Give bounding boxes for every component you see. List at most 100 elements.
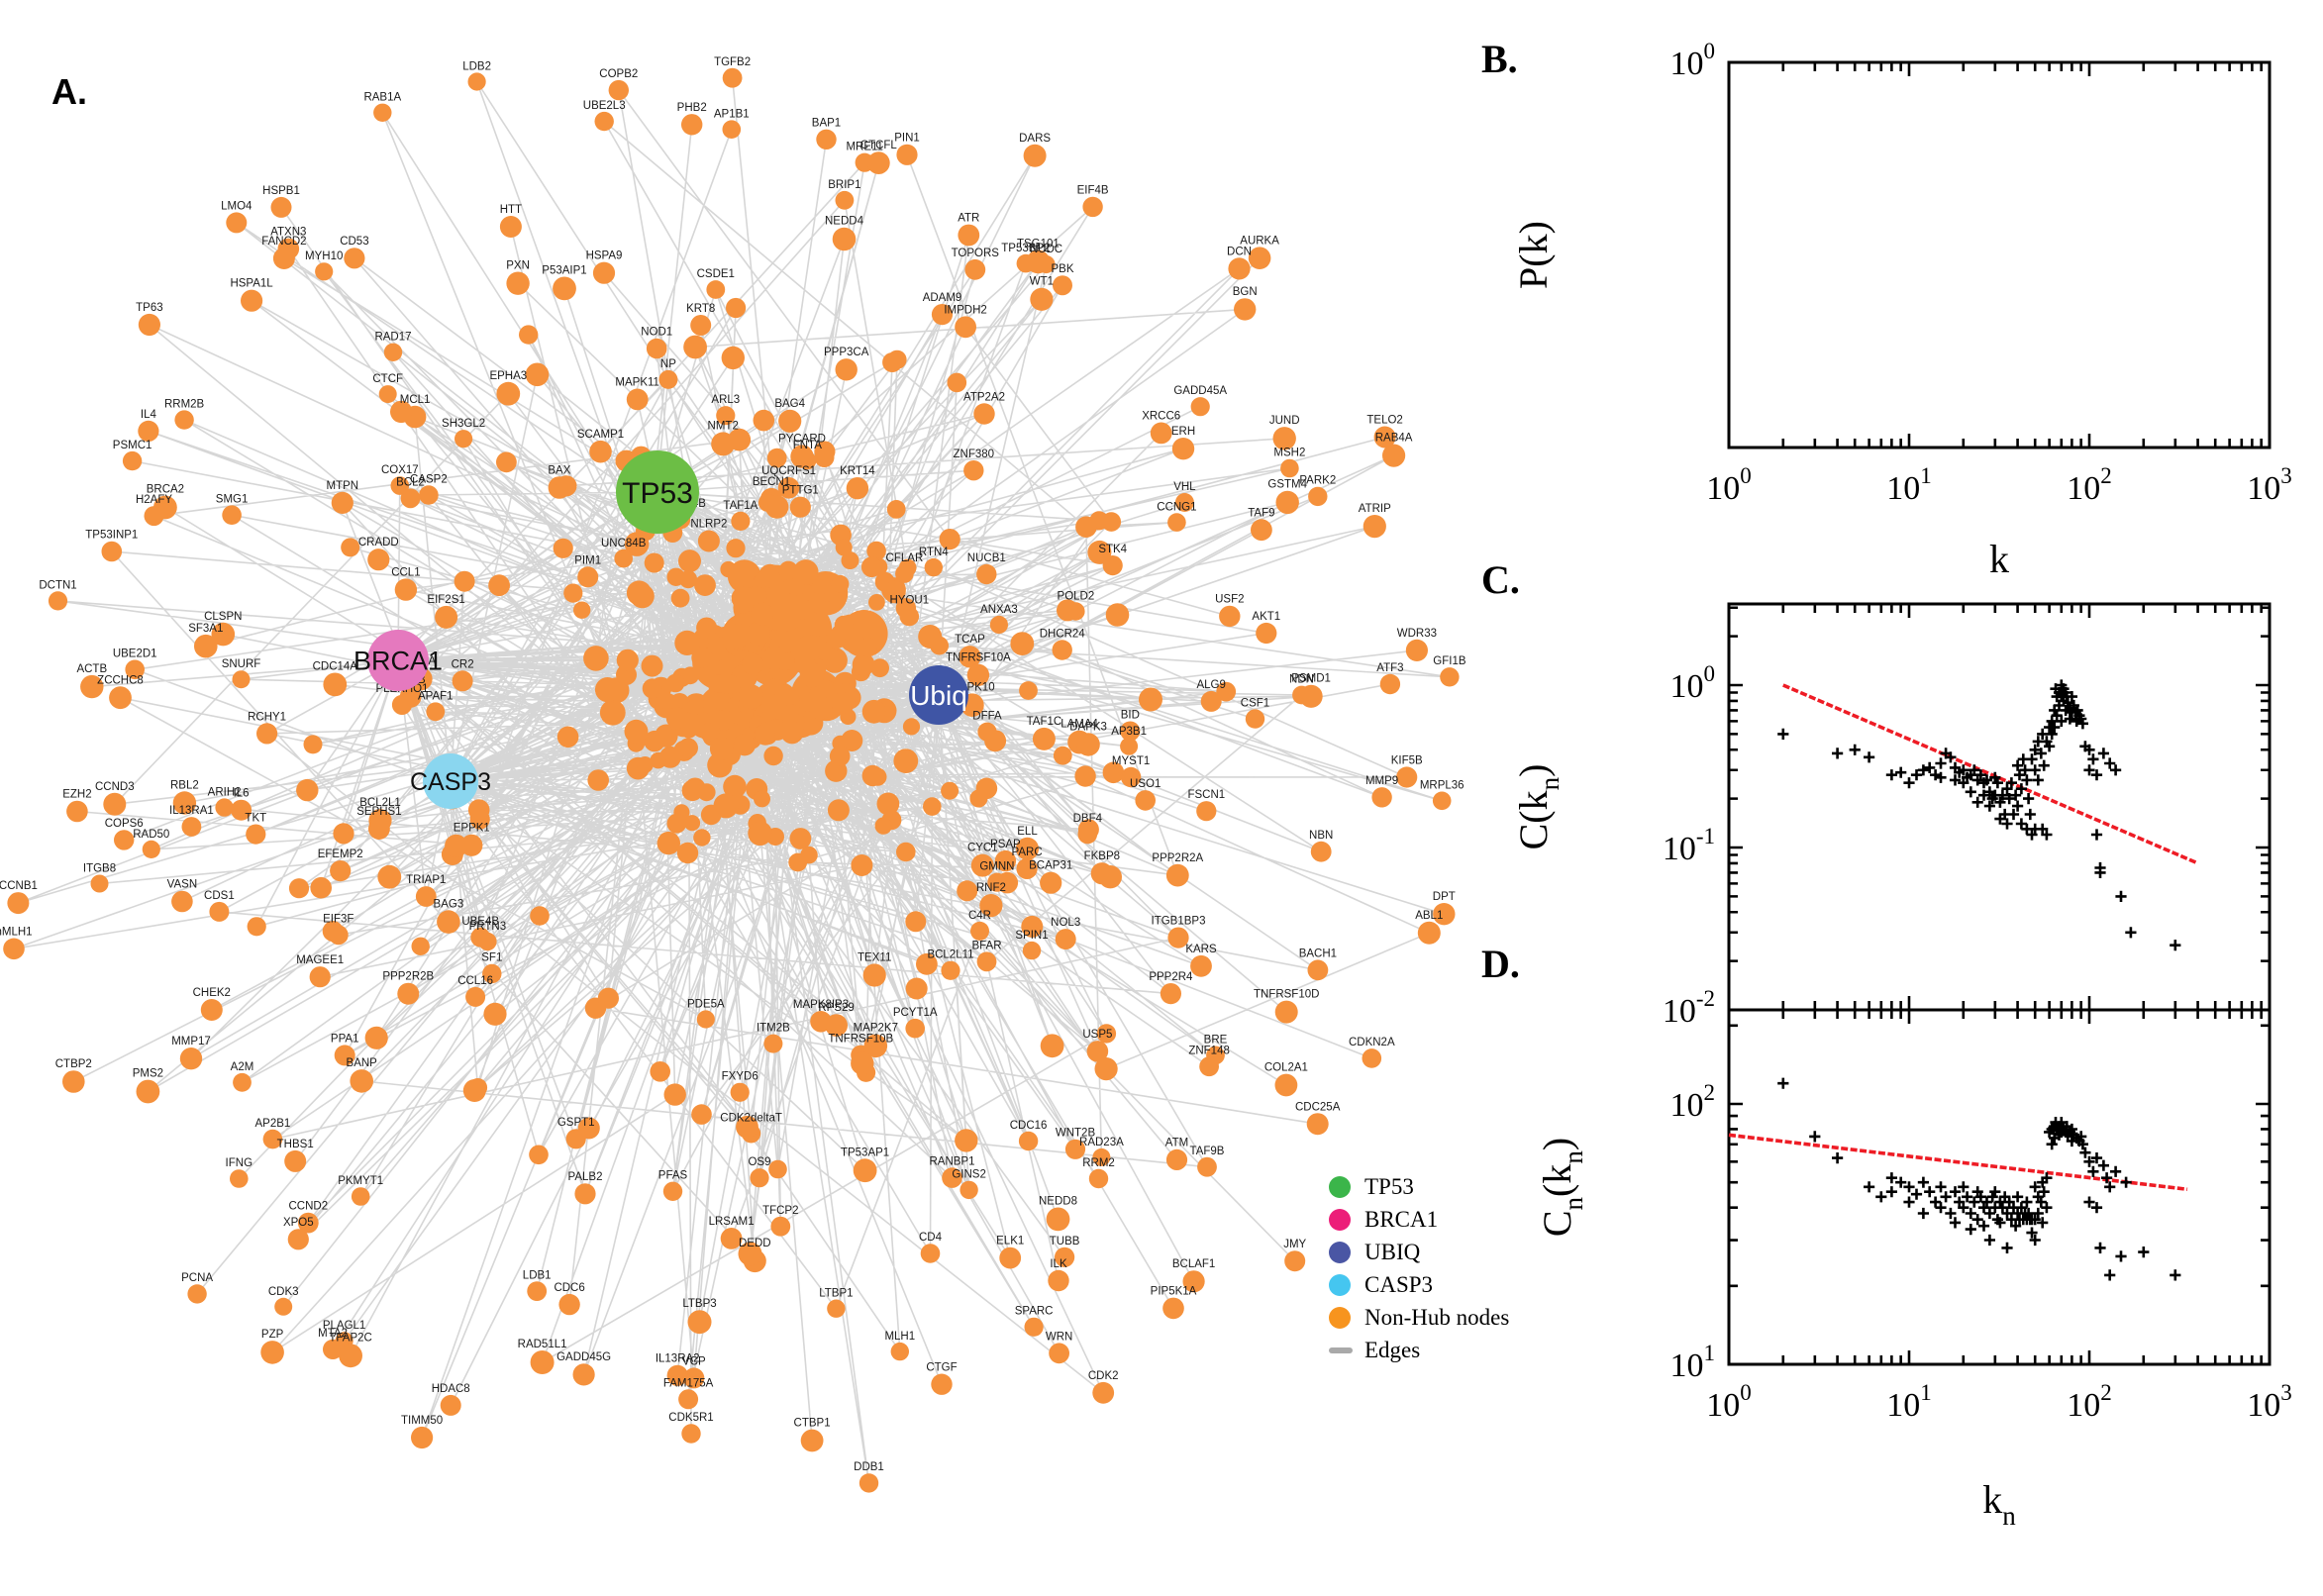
network-node[interactable] bbox=[1053, 275, 1072, 296]
network-node[interactable] bbox=[630, 583, 655, 609]
network-node[interactable] bbox=[720, 1228, 743, 1249]
network-node[interactable] bbox=[789, 828, 812, 849]
network-node[interactable] bbox=[1197, 1156, 1217, 1177]
network-node[interactable] bbox=[246, 824, 266, 845]
network-node[interactable] bbox=[973, 403, 995, 425]
network-node[interactable] bbox=[587, 769, 609, 791]
network-node[interactable] bbox=[1292, 685, 1311, 705]
network-node[interactable] bbox=[506, 271, 530, 295]
network-node[interactable] bbox=[862, 963, 886, 987]
network-node[interactable] bbox=[114, 830, 135, 850]
network-node[interactable] bbox=[861, 699, 886, 724]
network-node[interactable] bbox=[970, 853, 994, 877]
network-node[interactable] bbox=[469, 809, 490, 830]
network-node[interactable] bbox=[233, 1072, 252, 1092]
network-node[interactable] bbox=[274, 1297, 293, 1316]
network-node[interactable] bbox=[835, 358, 858, 381]
network-node[interactable] bbox=[736, 1115, 758, 1139]
network-node[interactable] bbox=[970, 921, 989, 941]
network-node[interactable] bbox=[1120, 721, 1141, 742]
network-node[interactable] bbox=[426, 702, 446, 722]
hub-node-casp3[interactable] bbox=[423, 753, 478, 809]
network-node[interactable] bbox=[808, 695, 833, 720]
network-node[interactable] bbox=[931, 1373, 953, 1395]
network-node[interactable] bbox=[1274, 1073, 1298, 1097]
network-node[interactable] bbox=[624, 719, 649, 744]
network-node[interactable] bbox=[419, 485, 439, 505]
network-node[interactable] bbox=[1064, 1139, 1086, 1159]
network-node[interactable] bbox=[577, 566, 599, 588]
network-node[interactable] bbox=[172, 791, 197, 815]
network-node[interactable] bbox=[984, 730, 1007, 752]
network-node[interactable] bbox=[1174, 493, 1194, 512]
network-node[interactable] bbox=[979, 894, 1003, 918]
network-node[interactable] bbox=[1251, 519, 1272, 542]
network-node[interactable] bbox=[1362, 1048, 1382, 1068]
network-node[interactable] bbox=[1167, 513, 1186, 532]
network-node[interactable] bbox=[330, 860, 352, 882]
network-node[interactable] bbox=[583, 646, 609, 671]
network-node[interactable] bbox=[835, 539, 853, 556]
network-node[interactable] bbox=[226, 212, 248, 234]
network-node[interactable] bbox=[496, 451, 517, 473]
network-node[interactable] bbox=[194, 634, 218, 658]
network-node[interactable] bbox=[646, 338, 667, 359]
network-node[interactable] bbox=[662, 1181, 683, 1202]
network-node[interactable] bbox=[644, 552, 664, 573]
network-node[interactable] bbox=[1040, 1034, 1064, 1058]
network-node[interactable] bbox=[452, 670, 473, 692]
network-node[interactable] bbox=[333, 823, 354, 845]
network-node[interactable] bbox=[344, 248, 365, 269]
network-node[interactable] bbox=[1171, 438, 1195, 460]
network-node[interactable] bbox=[616, 648, 639, 671]
network-node[interactable] bbox=[377, 864, 402, 889]
network-node[interactable] bbox=[1440, 667, 1460, 687]
network-node[interactable] bbox=[748, 821, 772, 846]
network-node[interactable] bbox=[691, 1104, 712, 1125]
network-node[interactable] bbox=[215, 798, 234, 817]
network-node[interactable] bbox=[303, 735, 323, 754]
network-node[interactable] bbox=[315, 262, 334, 281]
network-node[interactable] bbox=[870, 658, 889, 678]
network-node[interactable] bbox=[777, 477, 800, 499]
network-node[interactable] bbox=[394, 578, 418, 601]
network-node[interactable] bbox=[367, 549, 390, 571]
network-node[interactable] bbox=[558, 1293, 580, 1316]
network-node[interactable] bbox=[103, 792, 127, 816]
network-node[interactable] bbox=[1022, 941, 1042, 960]
network-node[interactable] bbox=[572, 1363, 595, 1386]
network-node[interactable] bbox=[957, 880, 978, 902]
network-node[interactable] bbox=[553, 538, 573, 558]
network-node[interactable] bbox=[125, 659, 145, 680]
network-node[interactable] bbox=[1010, 632, 1035, 655]
network-node[interactable] bbox=[694, 574, 716, 596]
network-node[interactable] bbox=[482, 963, 502, 984]
network-node[interactable] bbox=[1306, 1113, 1329, 1136]
network-node[interactable] bbox=[832, 227, 857, 251]
network-node[interactable] bbox=[174, 410, 194, 430]
network-node[interactable] bbox=[858, 1473, 879, 1493]
network-node[interactable] bbox=[731, 511, 751, 532]
network-node[interactable] bbox=[1280, 458, 1299, 478]
network-node[interactable] bbox=[696, 1010, 715, 1029]
network-node[interactable] bbox=[720, 560, 737, 578]
network-node[interactable] bbox=[331, 491, 354, 514]
network-node[interactable] bbox=[827, 799, 850, 822]
network-node[interactable] bbox=[1094, 1057, 1118, 1081]
network-node[interactable] bbox=[62, 1070, 85, 1093]
network-node[interactable] bbox=[7, 892, 30, 915]
network-node[interactable] bbox=[931, 304, 954, 326]
network-node[interactable] bbox=[142, 840, 160, 859]
network-node[interactable] bbox=[530, 1350, 555, 1374]
network-node[interactable] bbox=[334, 1045, 355, 1066]
network-node[interactable] bbox=[350, 1069, 374, 1093]
network-node[interactable] bbox=[1190, 954, 1212, 977]
network-node[interactable] bbox=[905, 911, 927, 933]
network-node[interactable] bbox=[1098, 865, 1123, 889]
network-node[interactable] bbox=[893, 748, 919, 773]
network-node[interactable] bbox=[1046, 1207, 1070, 1232]
network-node[interactable] bbox=[1272, 427, 1296, 450]
network-node[interactable] bbox=[1379, 673, 1401, 695]
network-node[interactable] bbox=[876, 792, 900, 816]
network-node[interactable] bbox=[637, 756, 654, 773]
